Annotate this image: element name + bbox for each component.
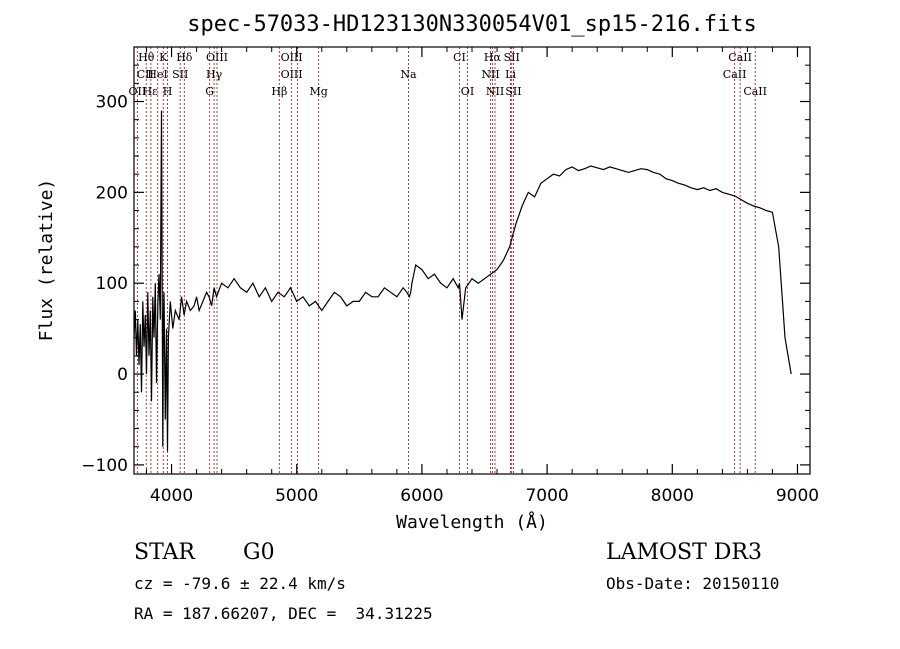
x-tick-label: 4000	[150, 486, 193, 506]
obs-date: Obs-Date: 20150110	[606, 574, 780, 593]
spectral-line-label: Hβ	[271, 85, 287, 98]
axes: 4000 5000 6000 7000 8000 9000 −100 0 100 200 300	[81, 47, 819, 506]
spectral-line-label: Li	[505, 68, 516, 81]
object-class: STAR	[134, 540, 195, 565]
redshift-line: cz = -79.6 ± 22.4 km/s	[134, 574, 346, 593]
spectral-line-label: Hα	[484, 51, 502, 64]
spectrum-line	[133, 110, 792, 452]
object-subclass: G0	[243, 540, 275, 565]
plot-frame	[133, 46, 811, 475]
coordinates: RA = 187.66207, DEC = 34.31225	[134, 604, 433, 623]
spectral-line-label: NII	[481, 68, 499, 81]
spectral-line-label: Hε	[143, 85, 159, 98]
spectral-line-label: CI	[453, 51, 466, 64]
spectral-line-label: SII	[505, 85, 521, 98]
spectral-line-label: G	[205, 85, 214, 98]
y-tick-label: 200	[96, 183, 128, 203]
spectral-line-label: NII	[486, 85, 504, 98]
spectral-line-label: CaII	[743, 85, 767, 98]
x-tick-label: 5000	[275, 486, 318, 506]
spectral-line-label: Na	[400, 68, 417, 81]
x-tick-label: 9000	[776, 486, 819, 506]
x-tick-label: 7000	[525, 486, 568, 506]
x-tick-label: 6000	[400, 486, 443, 506]
spectral-line-label: Mg	[309, 85, 327, 98]
y-tick-label: 0	[117, 365, 128, 385]
spectral-line-label: CII	[137, 68, 154, 81]
spectral-line-label: HeI	[147, 68, 167, 81]
spectral-line-label: OIII	[281, 68, 303, 81]
spectral-line-label: H	[163, 85, 173, 98]
y-tick-label: −100	[81, 456, 128, 476]
spectral-line-label: OII	[129, 85, 147, 98]
y-axis-label: Flux (relative)	[36, 179, 57, 342]
y-tick-label: 100	[96, 274, 128, 294]
spectral-line-label: Hθ	[138, 51, 155, 64]
spectral-line-label: CaII	[723, 68, 747, 81]
spectral-line-label: Hγ	[206, 68, 223, 81]
spectral-line-label: CaII	[728, 51, 752, 64]
chart-title: spec-57033-HD123130N330054V01_sp15-216.f…	[187, 12, 757, 37]
survey-name: LAMOST DR3	[606, 540, 762, 565]
spectral-line-label: OIII	[206, 51, 228, 64]
spectral-line-label: Hδ	[176, 51, 193, 64]
x-axis-label: Wavelength (Å)	[396, 511, 548, 533]
spectral-line-label: OIII	[281, 51, 303, 64]
x-tick-label: 8000	[651, 486, 694, 506]
spectral-line-label: SII	[172, 68, 188, 81]
spectral-line-label: SII	[504, 51, 520, 64]
spectral-line-label: K	[159, 51, 168, 64]
spectral-line-label: OI	[461, 85, 474, 98]
y-tick-label: 300	[96, 93, 128, 113]
spectral-line-markers	[136, 47, 756, 474]
